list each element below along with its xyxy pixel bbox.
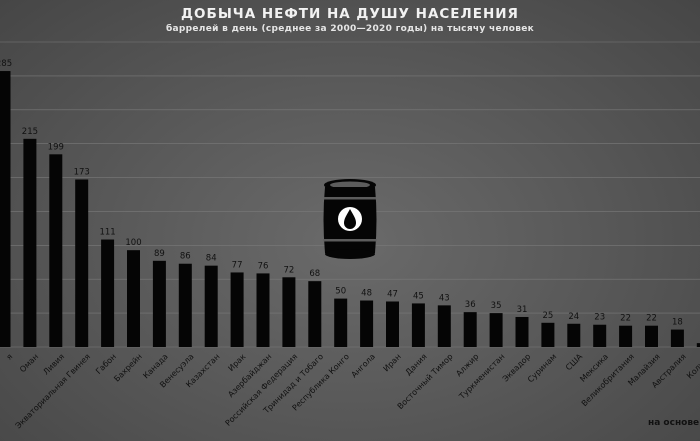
value-label: 86	[180, 252, 191, 262]
value-label: 47	[387, 289, 398, 299]
category-label: Ливия	[41, 352, 66, 377]
value-label: 31	[517, 305, 528, 315]
category-label: Дания	[404, 352, 429, 377]
value-label: 77	[232, 260, 243, 270]
bar	[308, 281, 322, 347]
bar	[411, 303, 425, 347]
value-label: 22	[646, 314, 657, 324]
bar	[49, 154, 63, 347]
bar	[75, 179, 89, 347]
value-label: 72	[283, 265, 294, 275]
value-label: 22	[620, 314, 631, 324]
bar	[463, 312, 477, 347]
bar	[0, 71, 11, 348]
category-label: Бахрейн	[112, 352, 144, 384]
value-label: 43	[439, 293, 450, 303]
value-label: 48	[361, 289, 372, 299]
bar	[256, 273, 270, 347]
bar	[230, 272, 244, 347]
bar	[282, 277, 296, 347]
chart-title: ДОБЫЧА НЕФТИ НА ДУШУ НАСЕЛЕНИЯ	[181, 6, 519, 22]
bar	[645, 325, 658, 347]
source-note: на основе д	[648, 418, 700, 428]
category-label: США	[564, 352, 585, 373]
value-label: 68	[309, 269, 320, 279]
value-label: 199	[48, 142, 64, 152]
bar	[567, 323, 581, 347]
bar	[541, 322, 555, 347]
bar	[23, 138, 37, 347]
category-label: Оман	[18, 352, 40, 374]
bars	[0, 71, 700, 348]
bar	[437, 305, 451, 347]
value-label: 18	[672, 318, 683, 328]
chart-subtitle: баррелей в день (среднее за 2000—2020 го…	[165, 24, 535, 34]
bar	[696, 343, 700, 347]
value-label: 50	[335, 287, 346, 297]
category-label: я	[5, 352, 15, 362]
value-label: 89	[154, 249, 165, 259]
bar	[204, 265, 218, 347]
value-label: 215	[22, 127, 38, 137]
bar	[127, 250, 140, 347]
value-label: 24	[568, 312, 579, 322]
category-label: Ирак	[226, 352, 247, 373]
value-label: 285	[0, 59, 12, 69]
bar	[101, 239, 115, 347]
value-label: 100	[125, 238, 141, 248]
bar	[670, 329, 684, 347]
value-label: 84	[206, 254, 217, 264]
bar	[360, 300, 374, 347]
category-label: Иран	[382, 352, 403, 373]
bar	[386, 301, 399, 347]
value-label: 25	[542, 311, 553, 321]
category-label: Туркменистан	[457, 352, 507, 402]
bar	[489, 313, 503, 347]
bar	[515, 316, 529, 347]
value-label: 35	[491, 301, 502, 311]
value-label: 76	[258, 261, 269, 271]
bar	[619, 325, 633, 347]
value-label: 111	[99, 228, 115, 238]
category-label: Габон	[94, 352, 118, 376]
category-label: Колумб	[685, 352, 700, 381]
value-label: 36	[465, 300, 476, 310]
value-labels: 285 215 199 173 111 100 89 86 84 77 76 72 68 50 48 47 45…	[0, 59, 683, 328]
bar	[152, 260, 166, 347]
oil-barrel-icon	[323, 179, 377, 259]
value-label: 173	[74, 167, 90, 177]
value-label: 23	[594, 313, 605, 323]
bar	[178, 263, 192, 347]
bar	[334, 298, 348, 347]
bar	[593, 324, 607, 347]
category-label: Ангола	[350, 352, 378, 380]
value-label: 45	[413, 291, 424, 301]
